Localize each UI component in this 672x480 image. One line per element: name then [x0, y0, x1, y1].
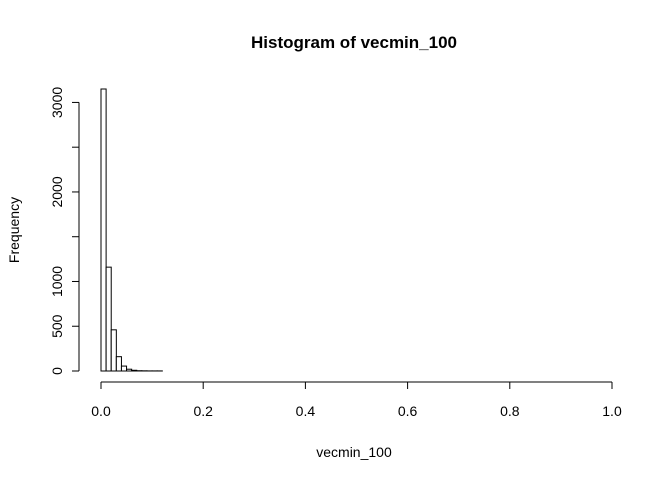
- y-axis-label: Frequency: [6, 197, 22, 263]
- y-tick-label-1: 500: [49, 314, 65, 338]
- x-axis-label: vecmin_100: [316, 444, 392, 460]
- chart-title: Histogram of vecmin_100: [251, 33, 457, 52]
- x-tick-label-3: 0.6: [398, 403, 418, 419]
- x-tick-label-1: 0.2: [193, 403, 213, 419]
- histogram-bar-5: [126, 368, 133, 372]
- y-tick-label-4: 3000: [49, 87, 65, 118]
- histogram-bar-3: [115, 356, 122, 372]
- y-tick-label-2: 1000: [49, 266, 65, 297]
- histogram-bar-4: [120, 365, 128, 372]
- y-tick-label-0: 0: [49, 367, 65, 375]
- histogram-bar-0: [100, 88, 107, 372]
- x-axis: 0.0 0.2 0.4 0.6 0.8 1.0: [91, 381, 622, 419]
- x-tick-label-4: 0.8: [500, 403, 520, 419]
- histogram-bar-2: [110, 329, 117, 372]
- y-tick-label-3: 2000: [49, 176, 65, 207]
- x-tick-label-2: 0.4: [296, 403, 316, 419]
- histogram-bars: [100, 88, 163, 372]
- x-tick-label-5: 1.0: [602, 403, 622, 419]
- histogram-bar-6: [131, 369, 138, 372]
- histogram-bar-1: [105, 266, 112, 372]
- x-tick-label-0: 0.0: [91, 403, 111, 419]
- y-axis: 0 500 1000 2000 3000: [49, 87, 80, 375]
